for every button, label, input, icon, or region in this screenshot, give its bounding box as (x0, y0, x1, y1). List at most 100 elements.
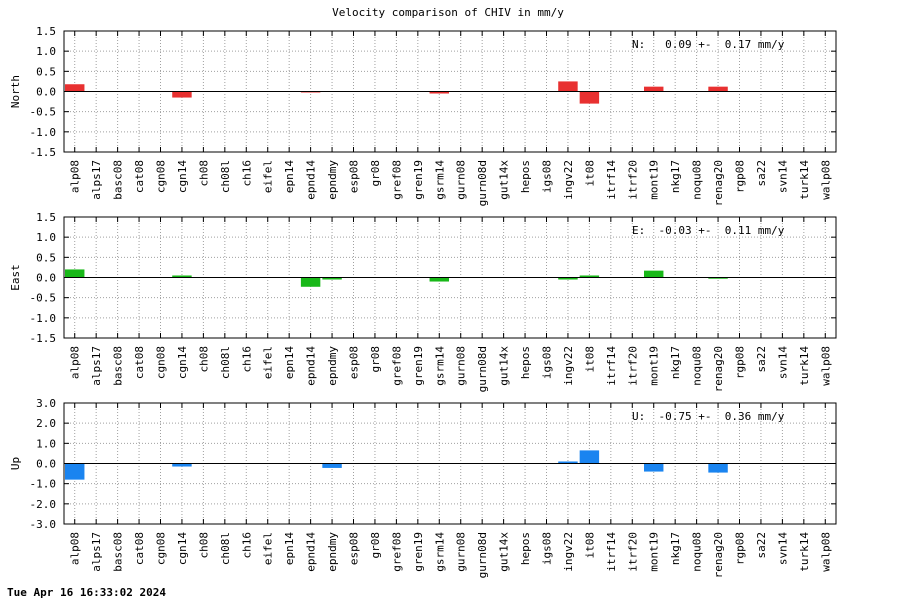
category-label: sa22 (755, 346, 768, 373)
category-label: it08 (583, 160, 596, 187)
category-label: cgn14 (176, 532, 189, 565)
category-label: alp08 (69, 346, 82, 379)
category-label: gref08 (390, 532, 403, 572)
y-tick-label: 0.5 (36, 251, 56, 264)
bar (65, 269, 85, 278)
category-label: epn14 (283, 346, 296, 379)
bar (644, 463, 664, 472)
category-label: gurn08 (455, 160, 468, 200)
category-label: ch08l (219, 532, 232, 565)
category-label: nkg17 (669, 160, 682, 193)
category-label: gurn08d (476, 160, 489, 206)
y-tick-label: 0.0 (36, 458, 56, 471)
category-label: rgp08 (734, 532, 747, 565)
category-label: gurn08d (476, 346, 489, 392)
category-label: alp08 (69, 532, 82, 565)
y-axis-label: North (9, 75, 22, 108)
bar (300, 277, 321, 287)
stat-annotation: N: 0.09 +- 0.17 mm/y (632, 38, 785, 51)
category-label: gr08 (369, 160, 382, 187)
category-label: cgn14 (176, 160, 189, 193)
y-tick-label: -3.0 (30, 518, 57, 531)
category-label: epndmy (326, 160, 339, 200)
y-tick-label: 0.5 (36, 65, 56, 78)
bar (172, 463, 192, 467)
category-label: ch08 (197, 346, 210, 373)
panel-up: 3.0 2.0 1.0 0.0 -1.0 -2.0 -3.0 alp08 alps17 basc0… (9, 397, 837, 578)
category-label: basc08 (112, 532, 125, 572)
category-label: ch08l (219, 160, 232, 193)
category-label: it08 (583, 346, 596, 373)
bar (322, 277, 342, 280)
category-label: mont19 (648, 160, 661, 200)
y-tick-label: -1.0 (30, 126, 57, 139)
plot-frame (63, 30, 837, 153)
bar (558, 277, 578, 280)
category-label: ch16 (240, 160, 253, 187)
y-tick-label: 1.0 (36, 45, 56, 58)
category-label: basc08 (112, 346, 125, 386)
category-label: ch08l (219, 346, 232, 379)
category-label: gurn08 (455, 346, 468, 386)
y-tick-label: 1.5 (36, 25, 56, 38)
category-label: mont19 (648, 532, 661, 572)
category-label: cat08 (133, 160, 146, 193)
timestamp: Tue Apr 16 16:33:02 2024 (7, 586, 166, 599)
category-label: esp08 (348, 532, 361, 565)
category-label: ingv22 (562, 160, 575, 200)
category-label: gsrm14 (433, 532, 446, 572)
category-label: gut14x (498, 346, 511, 386)
category-label: itrf20 (626, 532, 639, 572)
bar (579, 275, 600, 278)
category-label: epnd14 (305, 532, 318, 572)
bar (65, 84, 85, 92)
plot-frame (63, 216, 837, 339)
category-label: it08 (583, 532, 596, 559)
category-label: hepos (519, 160, 532, 193)
category-label: renag20 (712, 160, 725, 206)
y-tick-label: -1.0 (30, 478, 57, 491)
category-label: epn14 (283, 532, 296, 565)
y-tick-label: 0.0 (36, 272, 56, 285)
category-label: eifel (262, 346, 275, 379)
bar (172, 275, 192, 278)
y-tick-label: 1.0 (36, 437, 56, 450)
y-tick-label: -2.0 (30, 498, 57, 511)
bar (579, 91, 600, 104)
category-label: igs08 (541, 346, 554, 379)
category-label: epndmy (326, 532, 339, 572)
bar (644, 86, 664, 92)
category-label: epn14 (283, 160, 296, 193)
bar (558, 461, 578, 464)
category-label: esp08 (348, 160, 361, 193)
category-label: eifel (262, 532, 275, 565)
category-label: gr08 (369, 532, 382, 559)
category-label: gren19 (412, 532, 425, 572)
category-label: turk14 (798, 346, 811, 386)
category-label: gref08 (390, 346, 403, 386)
category-label: itrf14 (605, 532, 618, 572)
category-label: igs08 (541, 160, 554, 193)
category-label: gsrm14 (433, 346, 446, 386)
category-label: gut14x (498, 532, 511, 572)
category-label: ch08 (197, 532, 210, 559)
bar (172, 91, 192, 98)
y-tick-label: -1.5 (30, 332, 57, 345)
category-label: cat08 (133, 346, 146, 379)
category-label: gref08 (390, 160, 403, 200)
y-tick-label: 3.0 (36, 397, 56, 410)
category-label: walp08 (819, 160, 832, 200)
panel-north: 1.5 1.0 0.5 0.0 -0.5 -1.0 -1.5 alp08 alps17 basc0… (9, 25, 837, 206)
category-label: igs08 (541, 532, 554, 565)
category-label: rgp08 (734, 346, 747, 379)
category-label: itrf14 (605, 160, 618, 200)
bar (708, 86, 728, 92)
category-label: gr08 (369, 346, 382, 373)
y-tick-label: -0.5 (30, 106, 57, 119)
category-label: ch16 (240, 532, 253, 559)
category-label: turk14 (798, 160, 811, 200)
category-label: svn14 (776, 346, 789, 379)
y-tick-label: -0.5 (30, 292, 57, 305)
category-label: itrf14 (605, 346, 618, 386)
